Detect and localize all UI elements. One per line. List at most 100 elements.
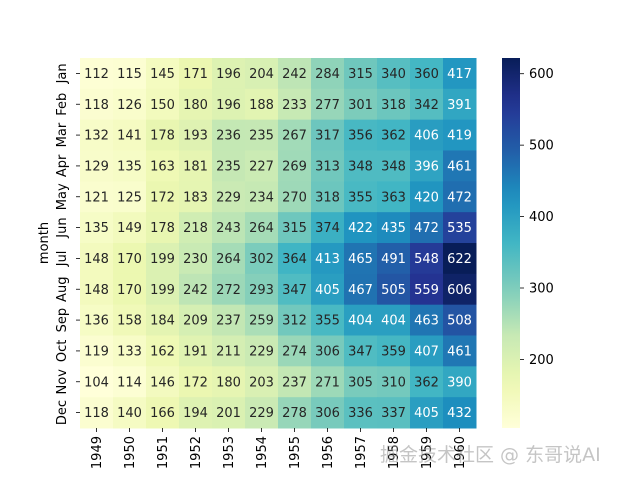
heatmap-cell [179,88,213,121]
cell-value-label: 126 [117,98,142,113]
cell-value-label: 461 [447,344,472,359]
heatmap-cell [344,58,378,90]
cell-value-label: 348 [381,159,406,174]
heatmap-cell [443,88,477,121]
heatmap-cell [278,88,312,121]
heatmap-cell [80,181,114,213]
cell-value-label: 363 [381,190,406,205]
heatmap-cell [212,58,246,90]
cell-value-label: 313 [315,159,340,174]
x-tick-label: 1953 [222,436,237,469]
cell-value-label: 360 [414,67,439,82]
cell-value-label: 178 [150,129,175,144]
cell-value-label: 548 [414,252,439,267]
heatmap-cell [113,181,147,213]
heatmap-cell [146,150,180,182]
heatmap-cell [146,366,180,398]
cell-value-label: 115 [117,67,142,82]
heatmap-cell [113,212,147,244]
cell-value-label: 203 [249,375,274,390]
cell-value-label: 305 [348,375,373,390]
heatmap-cell [146,243,180,275]
cell-value-label: 272 [216,283,241,298]
cell-value-label: 171 [183,67,208,82]
heatmap-cell [410,243,444,275]
cell-value-label: 229 [249,344,274,359]
cell-value-label: 150 [150,98,175,113]
heatmap-cell [245,366,279,398]
y-tick-label: Aug [55,277,70,302]
y-tick-label: May [55,183,70,210]
heatmap-cell [443,397,477,429]
heatmap-cell [245,397,279,429]
heatmap-cell [311,181,345,213]
heatmap-cell [410,119,444,151]
x-tick-label: 1957 [354,436,369,469]
heatmap-cell [311,212,345,244]
cell-value-label: 306 [315,344,340,359]
heatmap-cell [146,397,180,429]
cell-value-label: 356 [348,129,373,144]
cell-value-label: 278 [282,406,307,421]
heatmap-cell [410,335,444,367]
heatmap-cell [311,58,345,90]
heatmap-cell [410,181,444,213]
cell-value-label: 149 [117,221,142,236]
cell-value-label: 136 [84,314,109,329]
cell-value-label: 163 [150,159,175,174]
cell-value-label: 178 [150,221,175,236]
cell-value-label: 180 [183,98,208,113]
heatmap-cell [245,150,279,182]
heatmap-cell [179,119,213,151]
heatmap-cell [179,58,213,90]
heatmap-cell [410,58,444,90]
heatmap-cell [179,243,213,275]
heatmap-cell [113,335,147,367]
cell-value-label: 432 [447,406,472,421]
heatmap-cell [410,150,444,182]
y-tick-label: Dec [55,400,70,425]
heatmap-cell [443,304,477,336]
x-tick-label: 1954 [255,436,270,469]
cell-value-label: 180 [216,375,241,390]
cell-value-label: 227 [249,159,274,174]
cell-value-label: 141 [117,129,142,144]
heatmap-cell [377,181,411,213]
heatmap-cell [179,212,213,244]
cell-value-label: 234 [249,190,274,205]
cell-value-label: 318 [381,98,406,113]
cell-value-label: 170 [117,252,142,267]
heatmap-cell [113,304,147,336]
heatmap-cell [377,150,411,182]
cell-value-label: 118 [84,98,109,113]
cell-value-label: 242 [282,67,307,82]
cell-value-label: 362 [414,375,439,390]
heatmap-cell [113,273,147,306]
heatmap-cell [80,150,114,182]
heatmap-cell [212,119,246,151]
heatmap-cell [278,304,312,336]
heatmap-cell [344,304,378,336]
heatmap-cell [410,273,444,306]
colorbar-tick-label: 400 [529,210,554,225]
heatmap-cell [278,150,312,182]
cell-value-label: 293 [249,283,274,298]
cell-value-label: 491 [381,252,406,267]
y-tick-label: Sep [55,308,70,333]
heatmap-cell [443,181,477,213]
heatmap-cell [311,88,345,121]
cell-value-label: 463 [414,314,439,329]
heatmap-cell [344,335,378,367]
cell-value-label: 148 [84,252,109,267]
cell-value-label: 237 [282,375,307,390]
heatmap-cell [179,335,213,367]
cell-value-label: 422 [348,221,373,236]
cell-value-label: 461 [447,159,472,174]
cell-value-label: 235 [249,129,274,144]
y-tick-label: Jun [55,217,70,238]
heatmap-cell [311,335,345,367]
heatmap-cell [245,58,279,90]
cell-value-label: 535 [447,221,472,236]
cell-value-label: 119 [84,344,109,359]
y-tick-label: Oct [55,340,70,362]
